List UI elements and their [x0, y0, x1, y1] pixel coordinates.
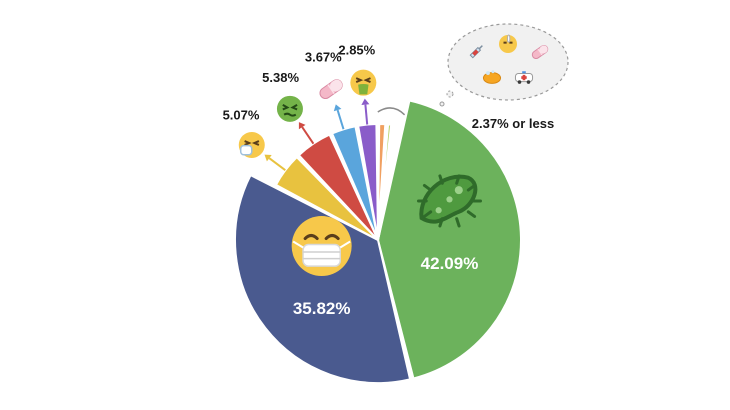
arrow-4 — [301, 126, 315, 145]
pill-icon — [319, 79, 343, 100]
slice-5 — [330, 125, 379, 241]
face-with-thermometer-icon — [499, 34, 517, 53]
arrowhead-3 — [264, 154, 272, 162]
arrowhead-4 — [298, 122, 306, 130]
arrow-5 — [336, 109, 345, 130]
pill-icon — [531, 44, 549, 60]
arrow-3 — [268, 157, 286, 171]
arrowhead-6 — [361, 98, 370, 105]
data-label-4: 5.38% — [262, 70, 299, 85]
small-slices-bracket — [377, 107, 406, 116]
small-slices-label: 2.37% or less — [472, 116, 554, 131]
slice-4 — [297, 133, 379, 241]
data-label-1: 42.09% — [421, 254, 479, 273]
pie-slices — [234, 99, 522, 384]
slice-6 — [357, 122, 379, 241]
arrow-6 — [364, 104, 369, 125]
slice-11 — [377, 125, 403, 241]
data-label-2: 35.82% — [293, 299, 351, 318]
face-with-medical-mask-icon — [291, 216, 352, 277]
nauseated-face-icon — [276, 95, 303, 122]
microbe-icon — [416, 174, 482, 228]
face-base — [499, 35, 517, 53]
ambulance-icon — [514, 71, 534, 84]
bubble-tail-dot — [439, 101, 445, 107]
data-label-6: 2.85% — [338, 43, 375, 58]
vomiting-face-icon — [350, 69, 377, 96]
face-base — [276, 95, 303, 122]
slice-1 — [376, 99, 522, 380]
small-slices-bubble — [447, 23, 569, 101]
syringe-icon — [469, 45, 483, 59]
slice-3 — [274, 155, 379, 241]
arrowhead-5 — [333, 104, 342, 112]
sneezing-face-icon — [238, 131, 265, 158]
data-label-5: 3.67% — [305, 49, 342, 64]
data-label-3: 5.07% — [223, 107, 260, 122]
slice-2 — [234, 173, 412, 384]
soap-icon — [482, 70, 502, 84]
bubble-tail-dot — [446, 90, 454, 98]
face-base — [350, 69, 377, 96]
